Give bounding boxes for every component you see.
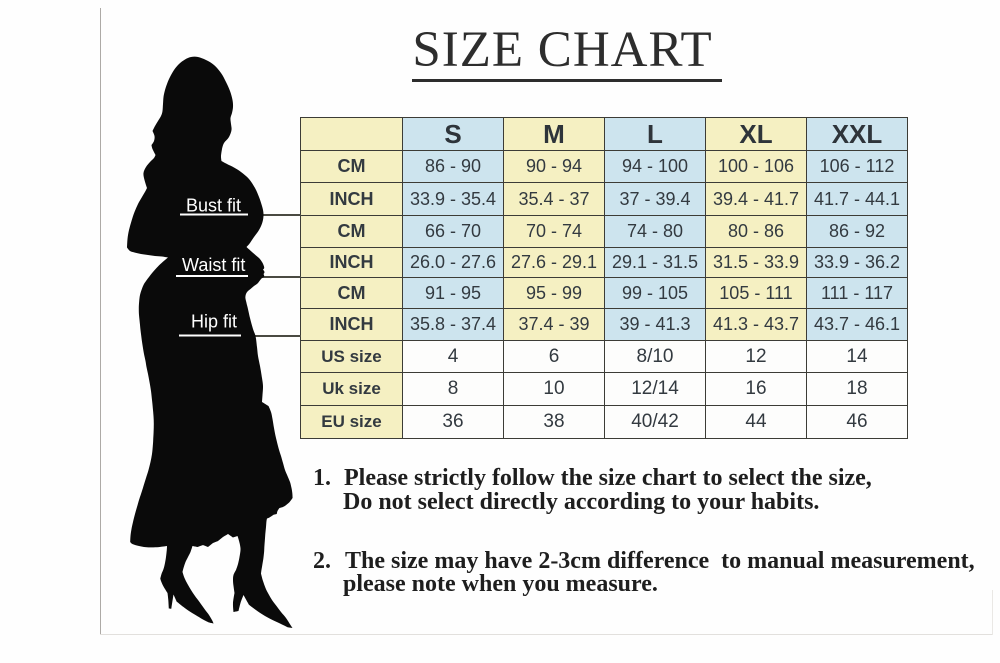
svg-text:Bust fit: Bust fit — [186, 196, 241, 216]
svg-text:Hip fit: Hip fit — [191, 312, 237, 332]
svg-text:Waist fit: Waist fit — [182, 255, 245, 275]
